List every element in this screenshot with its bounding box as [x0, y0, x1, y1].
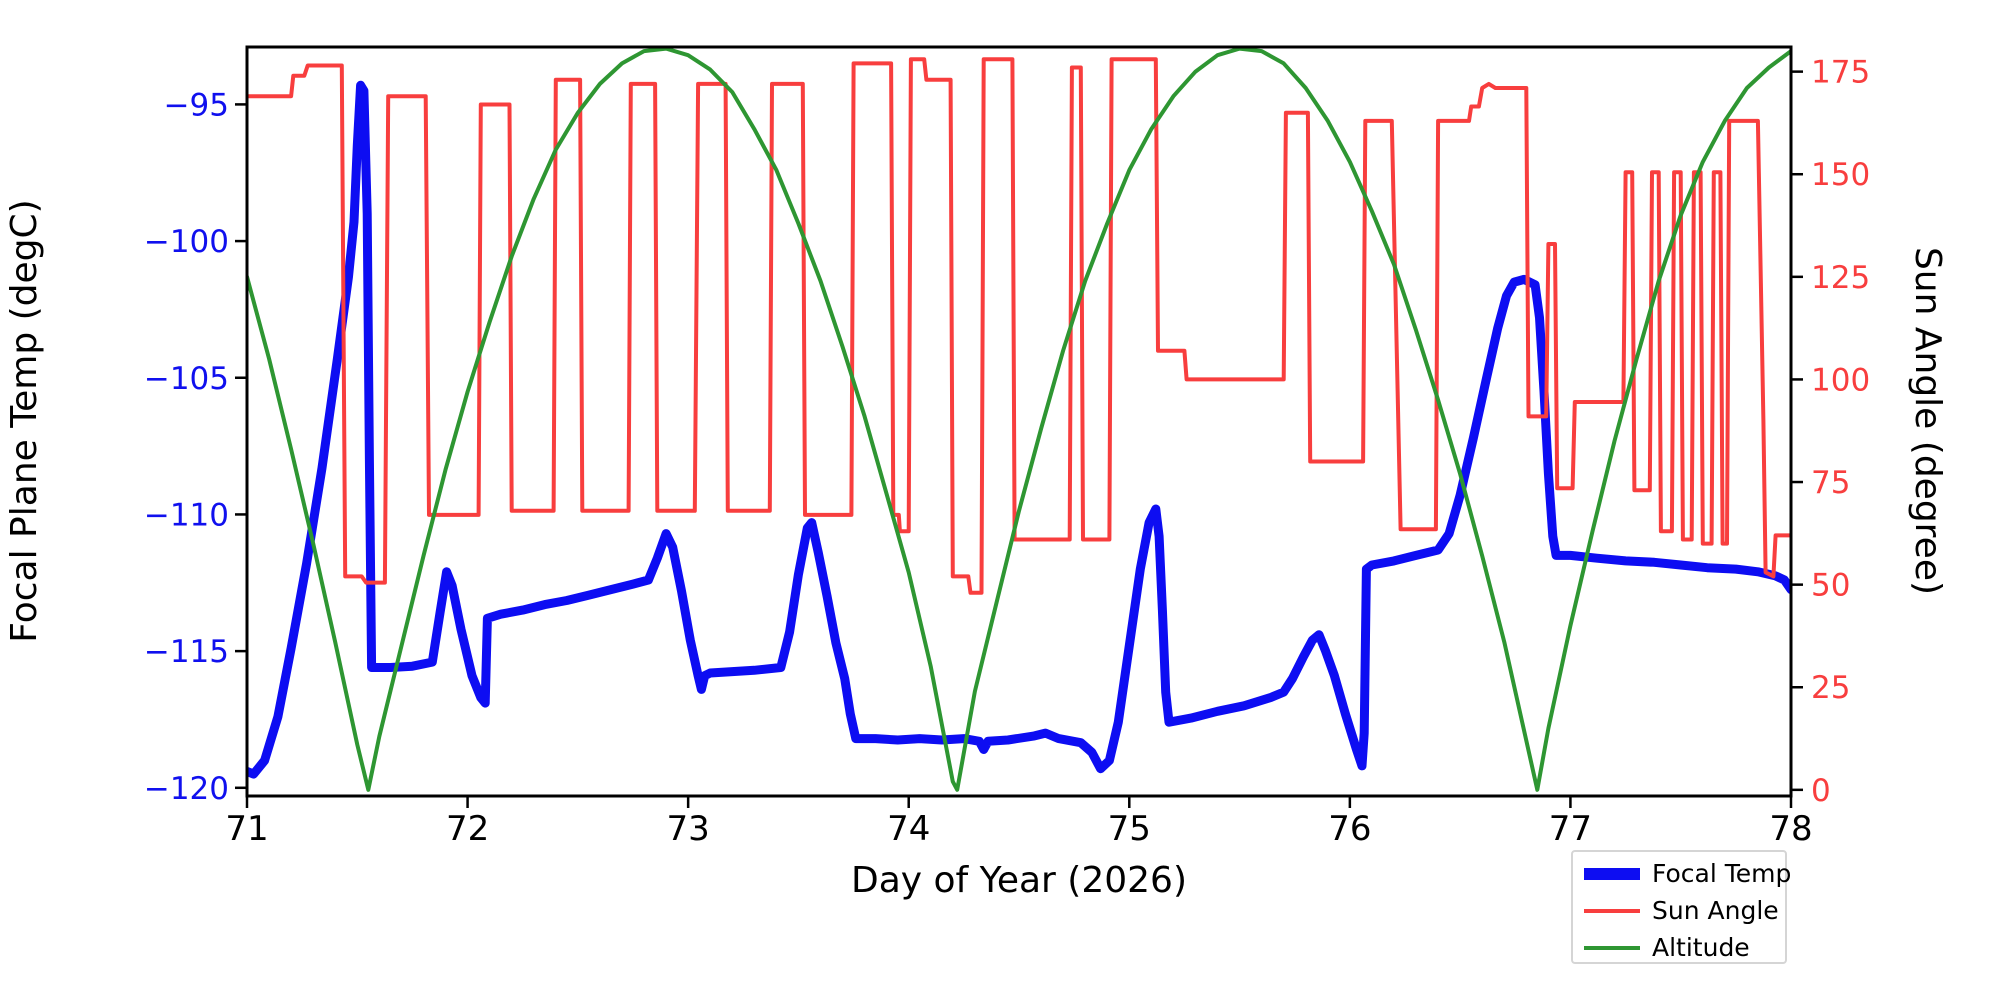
- series-line-focal-temp: [247, 80, 1791, 779]
- legend: Focal Temp Sun Angle Altitude: [1571, 850, 1791, 964]
- right-axis-title: Sun Angle (degree): [1907, 247, 1948, 595]
- right-tick-label: 100: [1811, 362, 1870, 398]
- right-tick-label: 125: [1811, 260, 1870, 296]
- right-tick-label: 175: [1811, 55, 1870, 91]
- x-tick-label: 73: [667, 809, 710, 849]
- legend-label-altitude: Altitude: [1652, 933, 1750, 962]
- left-axis-title: Focal Plane Temp (degC): [4, 199, 45, 642]
- legend-label-sun-angle: Sun Angle: [1652, 896, 1779, 925]
- right-tick-label: 0: [1811, 773, 1831, 809]
- ticks-layer: 71 72 73 74 75 76 77 78 −95 −100 −105 −110 −115 −120 0…: [144, 55, 1870, 849]
- left-tick-label: −100: [144, 224, 229, 260]
- x-tick-label: 76: [1328, 809, 1371, 849]
- left-tick-label: −110: [144, 497, 229, 533]
- left-tick-label: −115: [144, 634, 229, 670]
- right-tick-label: 50: [1811, 568, 1850, 604]
- left-tick-label: −105: [144, 361, 229, 397]
- legend-label-focal-temp: Focal Temp: [1652, 859, 1791, 888]
- x-tick-label: 71: [225, 809, 268, 849]
- left-tick-label: −120: [144, 771, 229, 807]
- x-tick-label: 75: [1108, 809, 1151, 849]
- right-tick-label: 25: [1811, 670, 1850, 706]
- series-line-sun-angle: [247, 57, 1791, 595]
- plot-series-layer: [247, 47, 1791, 792]
- plot-border: [245, 45, 1793, 798]
- x-tick-label: 72: [446, 809, 489, 849]
- x-tick-label: 74: [887, 809, 930, 849]
- x-tick-label: 77: [1549, 809, 1592, 849]
- right-tick-label: 75: [1811, 465, 1850, 501]
- series-line-altitude: [247, 47, 1791, 792]
- left-tick-label: −95: [164, 87, 229, 123]
- right-tick-label: 150: [1811, 157, 1870, 193]
- x-axis-title: Day of Year (2026): [851, 860, 1187, 901]
- x-tick-label: 78: [1769, 809, 1812, 849]
